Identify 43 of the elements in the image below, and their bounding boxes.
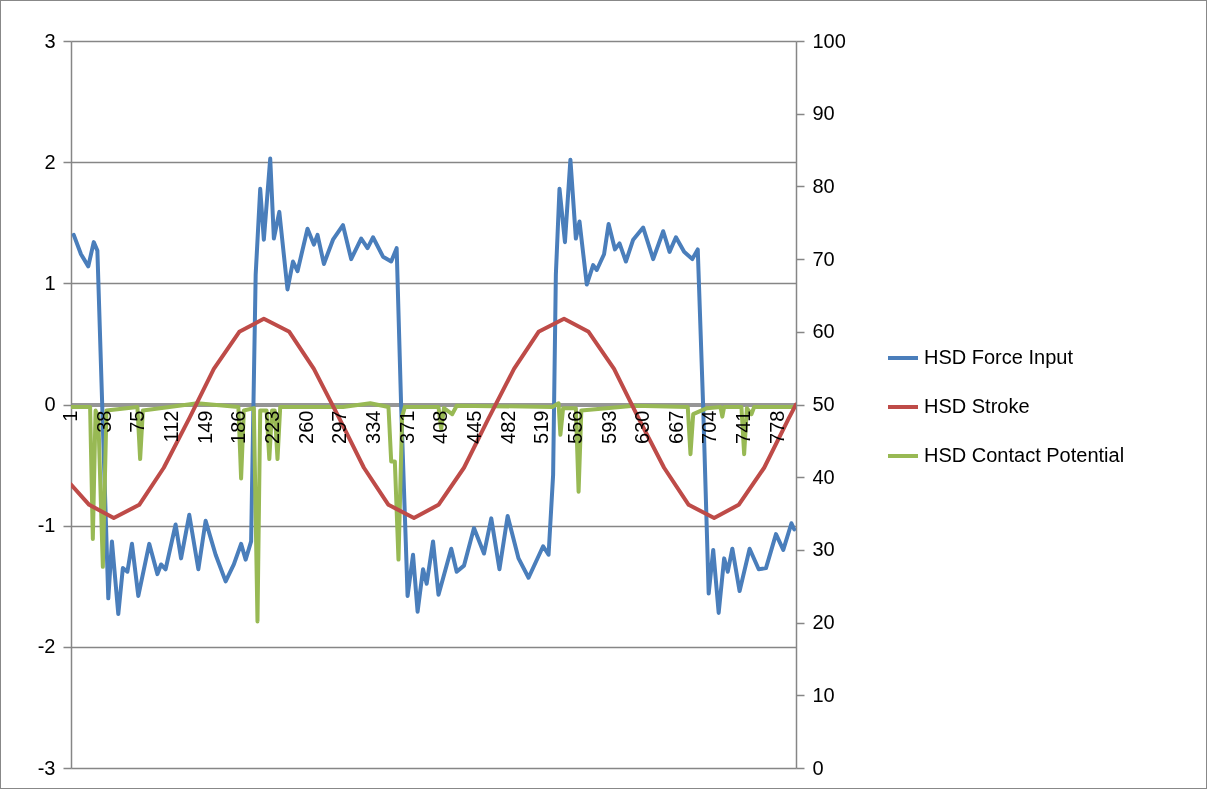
x-tick-label: 704 xyxy=(698,410,721,444)
x-tick-label: 260 xyxy=(294,410,317,444)
y2-tick-label: 30 xyxy=(812,538,835,561)
x-tick-label: 1 xyxy=(59,410,81,422)
x-tick-label: 667 xyxy=(664,410,687,444)
x-tick-label: 223 xyxy=(260,410,283,444)
y-tick-label: 3 xyxy=(44,29,56,52)
x-tick-label: 334 xyxy=(361,410,384,444)
legend-label: HSD Contact Potential xyxy=(924,444,1125,466)
y-tick-label: -2 xyxy=(37,635,56,658)
y-tick-label: -3 xyxy=(37,756,56,779)
y2-tick-label: 60 xyxy=(812,320,835,343)
legend-label: HSD Stroke xyxy=(924,395,1030,417)
y2-tick-label: 80 xyxy=(812,174,835,197)
x-tick-label: 75 xyxy=(126,410,149,433)
x-tick-label: 149 xyxy=(193,410,216,444)
x-tick-label: 778 xyxy=(765,410,788,444)
y2-tick-label: 100 xyxy=(812,29,846,52)
x-tick-label: 186 xyxy=(227,410,250,444)
y2-tick-label: 10 xyxy=(812,683,835,706)
x-tick-label: 38 xyxy=(92,410,115,433)
x-tick-label: 112 xyxy=(159,410,182,443)
x-tick-label: 556 xyxy=(563,410,586,444)
x-tick-label: 519 xyxy=(530,410,553,444)
y2-tick-label: 90 xyxy=(812,102,835,125)
y2-tick-label: 50 xyxy=(812,393,835,415)
x-tick-label: 593 xyxy=(597,410,620,444)
x-tick-label: 371 xyxy=(395,410,418,444)
x-tick-label: 482 xyxy=(496,410,519,444)
y-tick-label: 0 xyxy=(44,393,56,415)
x-tick-label: 408 xyxy=(429,410,452,444)
x-tick-label: 445 xyxy=(462,410,485,444)
x-tick-label: 297 xyxy=(328,410,351,444)
y-tick-label: 2 xyxy=(44,150,56,173)
y2-tick-label: 20 xyxy=(812,611,835,634)
legend-label: HSD Force Input xyxy=(924,346,1074,368)
x-tick-label: 741 xyxy=(732,410,755,444)
y2-tick-label: 40 xyxy=(812,465,835,488)
x-tick-label: 630 xyxy=(631,410,654,444)
y-tick-label: -1 xyxy=(37,514,56,537)
y-tick-label: 1 xyxy=(44,271,56,294)
y2-tick-label: 70 xyxy=(812,247,835,270)
y2-tick-label: 0 xyxy=(812,756,824,779)
